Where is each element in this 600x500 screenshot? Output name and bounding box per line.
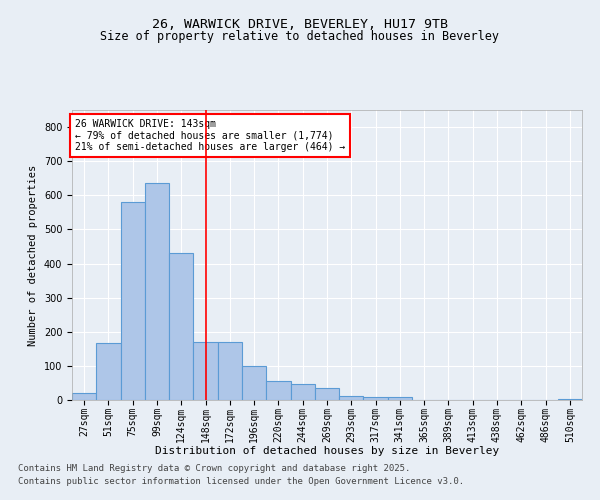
Text: 26 WARWICK DRIVE: 143sqm
← 79% of detached houses are smaller (1,774)
21% of sem: 26 WARWICK DRIVE: 143sqm ← 79% of detach…: [74, 118, 345, 152]
Bar: [193, 342, 218, 400]
Bar: [218, 342, 242, 400]
Bar: [242, 366, 266, 400]
Bar: [266, 381, 290, 400]
Text: Contains HM Land Registry data © Crown copyright and database right 2025.: Contains HM Land Registry data © Crown c…: [18, 464, 410, 473]
Bar: [145, 184, 169, 400]
Text: Contains public sector information licensed under the Open Government Licence v3: Contains public sector information licen…: [18, 478, 464, 486]
Bar: [96, 342, 121, 400]
Text: Size of property relative to detached houses in Beverley: Size of property relative to detached ho…: [101, 30, 499, 43]
Bar: [72, 393, 96, 400]
Bar: [339, 396, 364, 400]
Text: 26, WARWICK DRIVE, BEVERLEY, HU17 9TB: 26, WARWICK DRIVE, BEVERLEY, HU17 9TB: [152, 18, 448, 30]
Bar: [388, 398, 412, 400]
Bar: [315, 388, 339, 400]
Bar: [169, 254, 193, 400]
Bar: [364, 396, 388, 400]
X-axis label: Distribution of detached houses by size in Beverley: Distribution of detached houses by size …: [155, 446, 499, 456]
Bar: [121, 202, 145, 400]
Bar: [290, 384, 315, 400]
Y-axis label: Number of detached properties: Number of detached properties: [28, 164, 38, 346]
